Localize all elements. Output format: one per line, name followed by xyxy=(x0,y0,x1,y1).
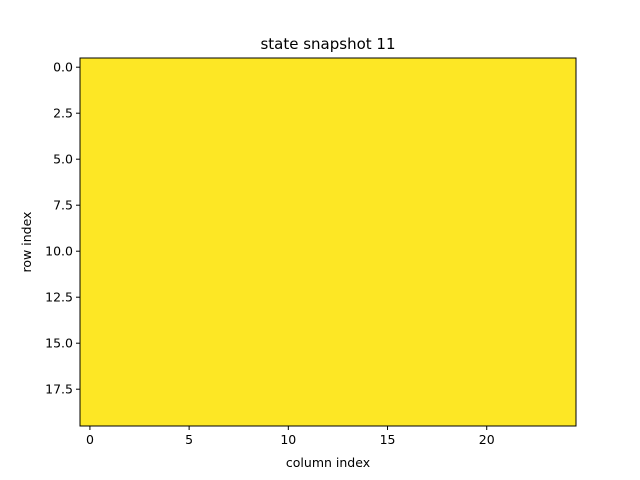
y-tick-label: 15.0 xyxy=(45,336,73,351)
plot-frame xyxy=(79,57,577,427)
x-axis-ticks: 0 5 10 15 20 xyxy=(86,426,495,447)
y-tick-label: 5.0 xyxy=(53,152,73,167)
y-tick-label: 12.5 xyxy=(45,290,73,305)
y-tick-label: 17.5 xyxy=(45,382,73,397)
x-tick-label: 10 xyxy=(280,432,296,447)
y-axis-label: row index xyxy=(19,212,34,273)
x-axis-label: column index xyxy=(286,455,370,470)
heatmap-area xyxy=(80,58,576,426)
y-tick-label: 10.0 xyxy=(45,244,73,259)
y-axis-ticks: 0.0 2.5 5.0 7.5 10.0 12.5 15.0 17.5 xyxy=(45,60,80,397)
y-tick-label: 7.5 xyxy=(53,198,73,213)
x-tick-label: 20 xyxy=(479,432,495,447)
y-tick-label: 0.0 xyxy=(53,60,73,75)
chart-title: state snapshot 11 xyxy=(260,35,395,53)
x-tick-label: 0 xyxy=(86,432,94,447)
x-tick-label: 15 xyxy=(380,432,396,447)
x-tick-label: 5 xyxy=(185,432,193,447)
y-tick-label: 2.5 xyxy=(53,106,73,121)
